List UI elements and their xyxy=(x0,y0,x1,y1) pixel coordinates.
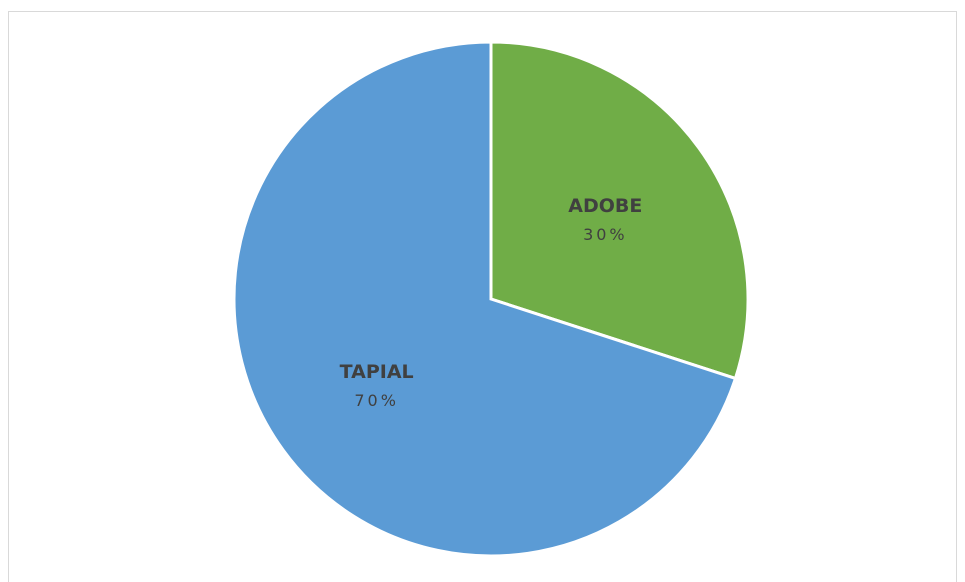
slice-value-adobe: 30% xyxy=(583,225,628,244)
pie-slice-tapial xyxy=(232,40,738,558)
slice-label-tapial: TAPIAL xyxy=(340,361,414,383)
pie-slices xyxy=(232,40,750,558)
slice-label-adobe: ADOBE xyxy=(568,195,642,217)
pie-labels: ADOBE 30% TAPIAL 70% xyxy=(340,195,643,410)
slice-value-tapial: 70% xyxy=(354,391,399,410)
pie-slice-adobe xyxy=(489,40,750,381)
